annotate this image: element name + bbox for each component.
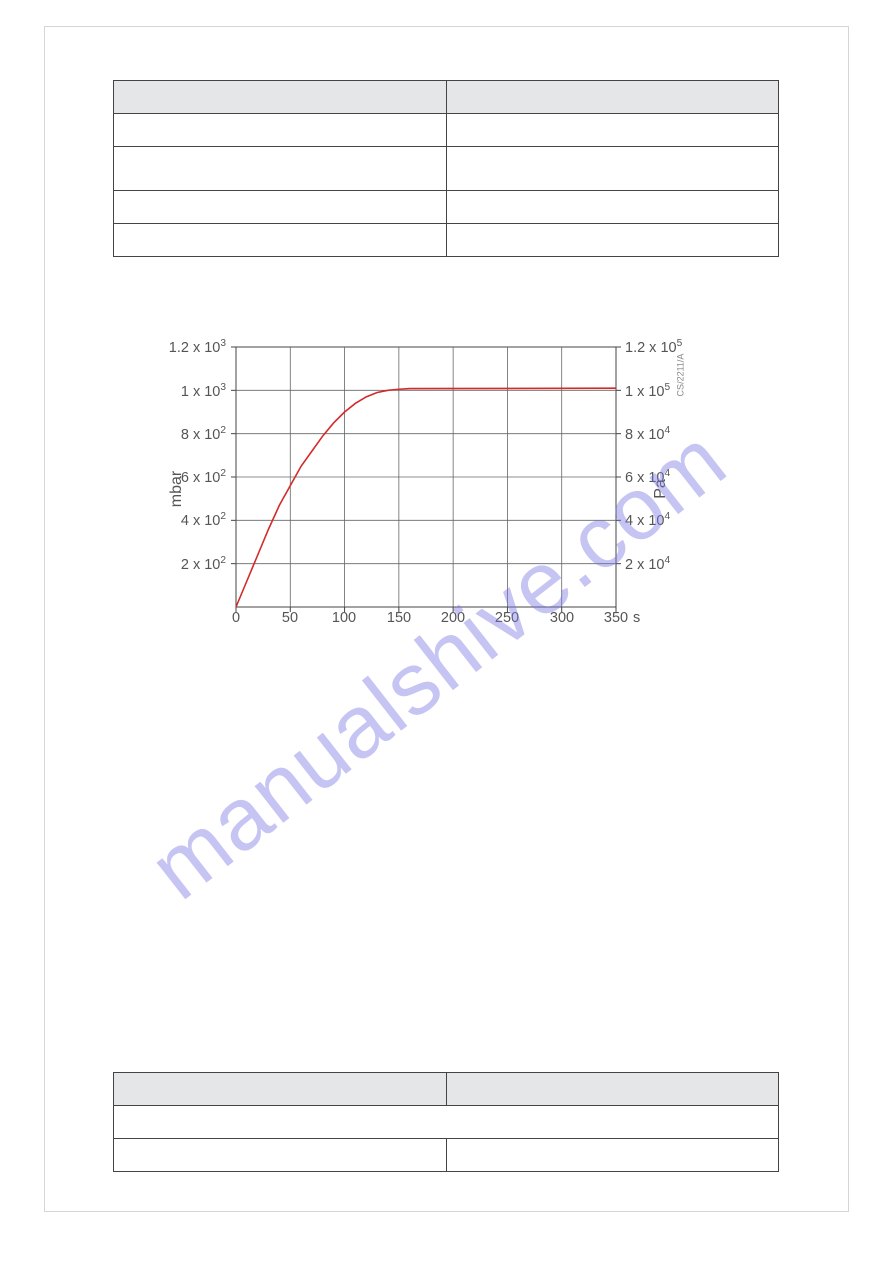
table-row bbox=[114, 147, 779, 191]
ytick-right: 1.2 x 105 bbox=[625, 338, 682, 356]
xtick: 0 bbox=[221, 610, 251, 626]
table-header-cell bbox=[114, 81, 447, 114]
table-header-cell bbox=[114, 1073, 447, 1106]
top-table bbox=[113, 80, 779, 257]
table-row bbox=[114, 1106, 779, 1139]
ytick-right: 1 x 105 bbox=[625, 382, 670, 400]
table-row bbox=[114, 1139, 779, 1172]
table-header-row bbox=[114, 81, 779, 114]
table-cell bbox=[114, 147, 447, 191]
table-cell bbox=[114, 114, 447, 147]
bottom-table bbox=[113, 1072, 779, 1172]
ytick-left: 1 x 103 bbox=[156, 382, 226, 400]
table-cell bbox=[114, 1139, 447, 1172]
table-cell bbox=[446, 147, 779, 191]
table-cell bbox=[446, 114, 779, 147]
table-header-cell bbox=[446, 1073, 779, 1106]
xtick: 300 bbox=[547, 610, 577, 626]
ytick-right: 8 x 104 bbox=[625, 425, 670, 443]
table-row bbox=[114, 224, 779, 257]
table-cell bbox=[446, 191, 779, 224]
table-row bbox=[114, 191, 779, 224]
chart-code: CS/2211/A bbox=[675, 354, 685, 397]
table-row bbox=[114, 114, 779, 147]
chart-container: mbar Pa CS/2211/A 1.2 x 103 1 x 103 8 x … bbox=[181, 340, 681, 660]
ytick-right: 4 x 104 bbox=[625, 511, 670, 529]
table-header-cell bbox=[446, 81, 779, 114]
table-cell bbox=[114, 1106, 779, 1139]
ytick-left: 8 x 102 bbox=[156, 425, 226, 443]
table-cell bbox=[446, 1139, 779, 1172]
table-header-row bbox=[114, 1073, 779, 1106]
xtick: 50 bbox=[275, 610, 305, 626]
ytick-left: 4 x 102 bbox=[156, 511, 226, 529]
ytick-left: 6 x 102 bbox=[156, 468, 226, 486]
ytick-right: 2 x 104 bbox=[625, 555, 670, 573]
ytick-left: 2 x 102 bbox=[156, 555, 226, 573]
table-cell bbox=[114, 191, 447, 224]
xtick: 350 bbox=[601, 610, 631, 626]
ytick-left: 1.2 x 103 bbox=[156, 338, 226, 356]
xtick: 200 bbox=[438, 610, 468, 626]
xtick: 150 bbox=[384, 610, 414, 626]
ytick-right: 6 x 104 bbox=[625, 468, 670, 486]
x-unit: s bbox=[633, 610, 640, 626]
xtick: 100 bbox=[329, 610, 359, 626]
xtick: 250 bbox=[492, 610, 522, 626]
table-cell bbox=[114, 224, 447, 257]
table-cell bbox=[446, 224, 779, 257]
